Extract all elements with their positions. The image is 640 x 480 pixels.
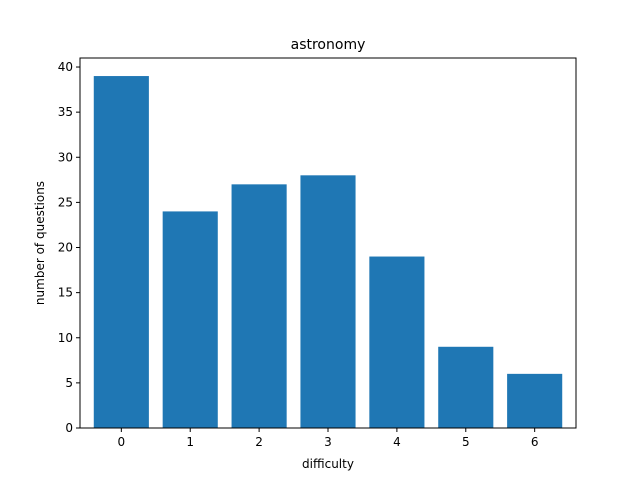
y-axis-label: number of questions xyxy=(33,181,47,305)
y-tick-label: 20 xyxy=(58,241,73,255)
y-axis-ticks: 0 5 10 15 20 25 30 35 40 xyxy=(58,60,80,435)
bar-2 xyxy=(231,184,287,428)
plot-frame xyxy=(79,57,577,429)
x-tick-label: 3 xyxy=(324,435,332,449)
y-tick-label: 15 xyxy=(58,286,73,300)
x-axis-ticks: 0 1 2 3 4 5 6 xyxy=(118,428,539,449)
bar-4 xyxy=(369,256,425,428)
x-tick-label: 4 xyxy=(393,435,401,449)
bar-5 xyxy=(438,346,494,428)
bar-6 xyxy=(507,373,563,428)
x-axis-label: difficulty xyxy=(302,457,354,471)
x-tick-label: 0 xyxy=(118,435,126,449)
y-tick-label: 10 xyxy=(58,331,73,345)
chart-title: astronomy xyxy=(291,37,366,53)
y-tick-label: 30 xyxy=(58,150,73,164)
bar-1 xyxy=(162,211,218,428)
bar-3 xyxy=(300,175,356,428)
bar-0 xyxy=(93,76,149,429)
bar-group xyxy=(93,76,563,429)
y-tick-label: 40 xyxy=(58,60,73,74)
y-tick-label: 25 xyxy=(58,195,73,209)
x-tick-label: 6 xyxy=(531,435,539,449)
x-tick-label: 5 xyxy=(462,435,470,449)
x-tick-label: 1 xyxy=(186,435,194,449)
y-tick-label: 35 xyxy=(58,105,73,119)
y-tick-label: 0 xyxy=(65,421,73,435)
x-tick-label: 2 xyxy=(255,435,263,449)
y-tick-label: 5 xyxy=(65,376,73,390)
